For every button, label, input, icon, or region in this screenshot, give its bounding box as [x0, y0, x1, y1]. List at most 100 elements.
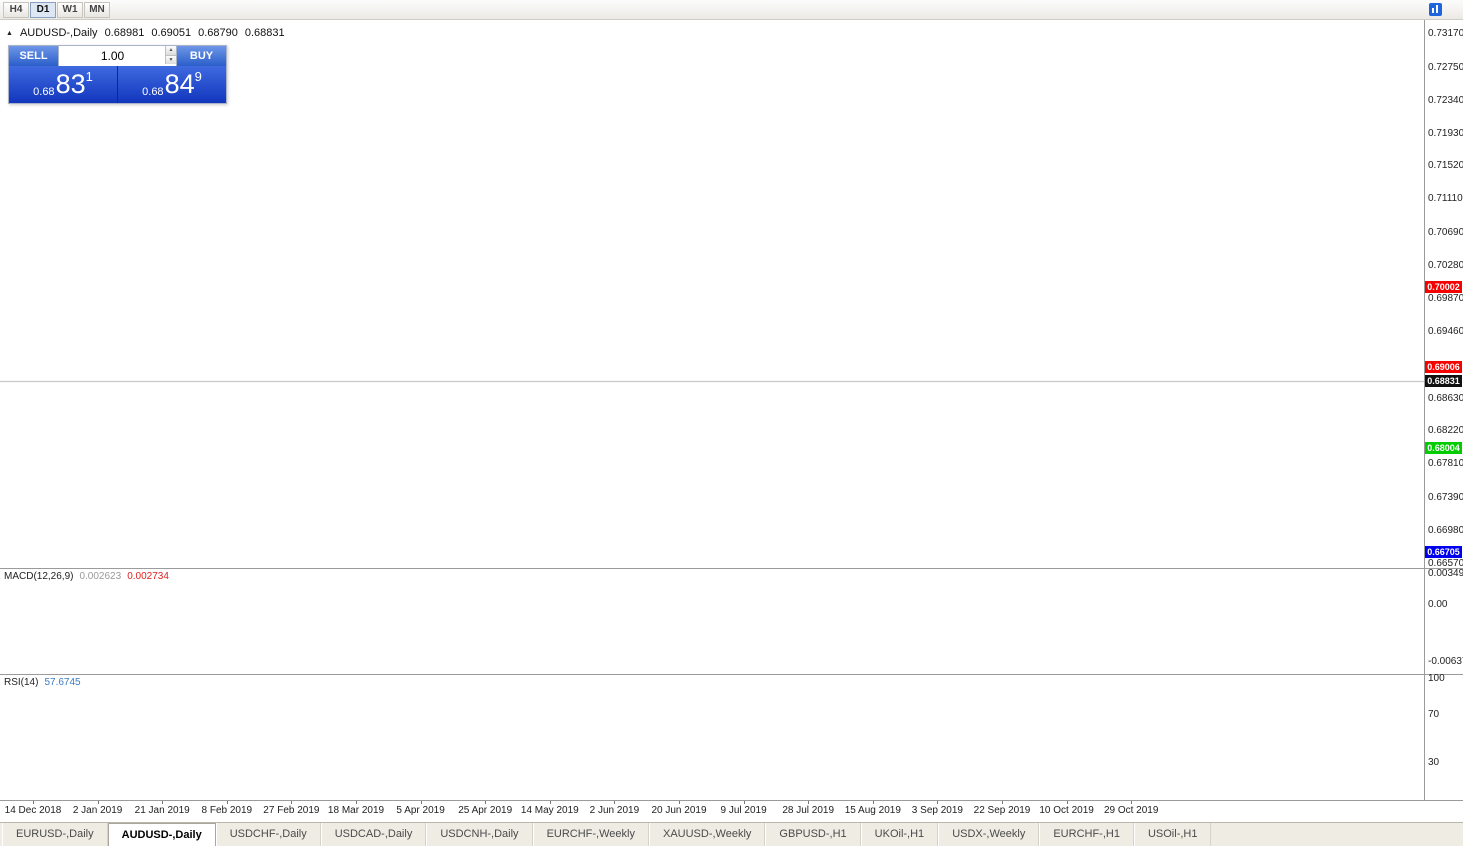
- price-axis-badge-0.70002: 0.70002: [1425, 281, 1462, 294]
- time-axis: 14 Dec 2018 2 Jan 2019 21 Jan 2019 8 Feb 20…: [0, 801, 1463, 822]
- time-axis-label: 14 May 2019: [520, 805, 579, 816]
- timeframe-button-w1[interactable]: W1: [57, 1, 83, 18]
- rsi-axis-tick: 30: [1428, 757, 1440, 768]
- chart-tab-audusd-daily[interactable]: AUDUSD-,Daily: [107, 823, 216, 846]
- price-axis-tick: 0.66570: [1428, 557, 1463, 569]
- volume-decrement-button[interactable]: ▼: [166, 55, 176, 64]
- price-axis-tick: 0.66980: [1428, 525, 1463, 537]
- timeframe-button-h4[interactable]: H4: [3, 1, 29, 18]
- chart-tab-xauusd-weekly[interactable]: XAUUSD-,Weekly: [648, 823, 766, 846]
- chart-tab-gbpusd-h1[interactable]: GBPUSD-,H1: [765, 823, 861, 846]
- price-axis-separator: [1424, 20, 1425, 801]
- buy-button[interactable]: BUY: [177, 46, 226, 66]
- price-axis-tick: 0.72750: [1428, 61, 1463, 73]
- price-axis-tick: 0.73170: [1428, 28, 1463, 39]
- chart-tab-ukoil-h1[interactable]: UKOil-,H1: [860, 823, 939, 846]
- chart-tab-usdx-weekly[interactable]: USDX-,Weekly: [938, 823, 1040, 846]
- time-axis-tick: [937, 801, 939, 804]
- price-axis-tick: 0.69870: [1428, 292, 1463, 304]
- time-axis-tick: [162, 801, 164, 804]
- time-axis-label: 27 Feb 2019: [263, 805, 320, 816]
- volume-spinner: ▲ ▼: [165, 46, 176, 64]
- time-axis-label: 8 Feb 2019: [201, 805, 253, 816]
- buy-price-big: 84: [164, 69, 195, 99]
- price-chart-canvas[interactable]: [0, 20, 1424, 800]
- time-axis-tick: [420, 801, 422, 804]
- ohlc-close: 0.68831: [244, 27, 285, 39]
- rsi-axis-tick: 100: [1428, 673, 1445, 684]
- price-axis-tick: 0.71930: [1428, 127, 1463, 139]
- time-axis-tick: [356, 801, 357, 804]
- macd-label: MACD(12,26,9) 0.002623 0.002734: [4, 571, 169, 582]
- price-axis-tick: 0.67390: [1428, 492, 1463, 504]
- top-toolbar: H4 D1 W1 MN: [0, 0, 1463, 20]
- rsi-panel-splitter[interactable]: [0, 674, 1463, 675]
- sell-price-pip: 1: [85, 69, 93, 84]
- one-click-trading-panel: SELL ▲ ▼ BUY 0.68 83 1 0.68: [8, 45, 227, 104]
- time-axis-label: 28 Jul 2019: [782, 805, 835, 816]
- rsi-axis-tick: 70: [1428, 709, 1440, 720]
- time-axis-tick: [549, 801, 551, 804]
- chart-tab-eurchf-weekly[interactable]: EURCHF-,Weekly: [532, 823, 649, 846]
- price-axis-badge-0.68831: 0.68831: [1425, 375, 1462, 388]
- buy-price-pip: 9: [194, 69, 202, 84]
- timeframe-button-d1[interactable]: D1: [30, 1, 56, 18]
- time-axis-label: 21 Jan 2019: [134, 805, 190, 816]
- collapse-panel-icon[interactable]: ▲: [6, 29, 13, 37]
- rsi-label: RSI(14) 57.6745: [4, 677, 81, 688]
- price-axis-badge-0.66705: 0.66705: [1425, 546, 1462, 559]
- time-axis-tick: [808, 801, 810, 804]
- chart-tab-usdchf-daily[interactable]: USDCHF-,Daily: [215, 823, 321, 846]
- timeframe-button-mn[interactable]: MN: [84, 1, 110, 18]
- macd-axis-tick: -0.00637: [1428, 655, 1463, 667]
- chart-tab-usdcnh-daily[interactable]: USDCNH-,Daily: [426, 823, 533, 846]
- timeframe-group: H4 D1 W1 MN: [3, 1, 110, 18]
- volume-input[interactable]: [59, 46, 176, 66]
- time-axis-tick: [1002, 801, 1003, 804]
- rsi-name: RSI(14): [4, 677, 39, 688]
- trade-panel-controls: SELL ▲ ▼ BUY: [9, 46, 226, 66]
- trade-panel-prices: 0.68 83 1 0.68 84 9: [9, 66, 226, 103]
- time-axis-label: 5 Apr 2019: [396, 805, 445, 816]
- price-axis-tick: 0.67810: [1428, 458, 1463, 470]
- time-axis-tick: [97, 801, 99, 804]
- time-axis-tick: [1066, 801, 1068, 804]
- sell-price-button[interactable]: 0.68 83 1: [9, 66, 117, 103]
- time-axis-label: 25 Apr 2019: [458, 805, 513, 816]
- price-axis-tick: 0.69460: [1428, 325, 1463, 337]
- time-axis-tick: [485, 801, 487, 804]
- sell-button[interactable]: SELL: [9, 46, 58, 66]
- chart-tab-usdcad-daily[interactable]: USDCAD-,Daily: [320, 823, 427, 846]
- chart-tab-usoil-h1[interactable]: USOil-,H1: [1133, 823, 1212, 846]
- price-axis-badge-0.69006: 0.69006: [1425, 361, 1462, 374]
- time-axis-tick: [679, 801, 680, 804]
- chart-tab-eurusd-daily[interactable]: EURUSD-,Daily: [2, 823, 108, 846]
- time-axis-label: 20 Jun 2019: [651, 805, 707, 816]
- buy-price-button[interactable]: 0.68 84 9: [117, 66, 226, 103]
- price-axis-tick: 0.68220: [1428, 425, 1463, 437]
- time-axis-label: 9 Jul 2019: [720, 805, 767, 816]
- price-axis-tick: 0.71110: [1428, 193, 1463, 205]
- time-axis-tick: [614, 801, 616, 804]
- chart-header: ▲ AUDUSD-,Daily 0.68981 0.69051 0.68790 …: [6, 27, 285, 39]
- sell-price-big: 83: [55, 69, 86, 99]
- price-axis-badge-0.68004: 0.68004: [1425, 441, 1462, 454]
- chart-window-icon[interactable]: [1429, 3, 1442, 16]
- time-axis-label: 2 Jun 2019: [589, 805, 640, 816]
- volume-increment-button[interactable]: ▲: [166, 46, 176, 56]
- time-axis-tick: [226, 801, 228, 804]
- volume-spinbox: ▲ ▼: [58, 46, 177, 66]
- price-axis-tick: 0.70280: [1428, 260, 1463, 272]
- price-axis-tick: 0.71520: [1428, 160, 1463, 172]
- price-axis-tick: 0.68630: [1428, 392, 1463, 404]
- buy-price-prefix: 0.68: [142, 86, 164, 98]
- chart-tab-bar: EURUSD-,Daily AUDUSD-,Daily USDCHF-,Daily U…: [0, 822, 1463, 846]
- time-axis-tick: [291, 801, 293, 804]
- time-axis-tick: [743, 801, 745, 804]
- rsi-value: 57.6745: [44, 677, 81, 688]
- chart-workspace: ▲ AUDUSD-,Daily 0.68981 0.69051 0.68790 …: [0, 20, 1463, 822]
- macd-panel-splitter[interactable]: [0, 568, 1463, 569]
- chart-tab-eurchf-h1[interactable]: EURCHF-,H1: [1039, 823, 1134, 846]
- price-axis-tick: 0.72340: [1428, 94, 1463, 106]
- time-axis-label: 29 Oct 2019: [1103, 805, 1159, 816]
